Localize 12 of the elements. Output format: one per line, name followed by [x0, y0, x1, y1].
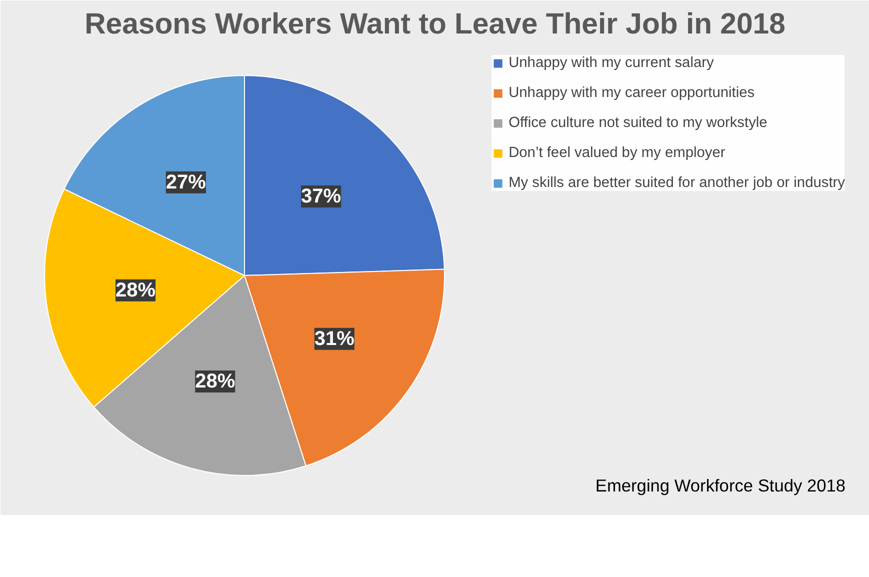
- data-label: 37%: [301, 186, 342, 208]
- data-label: 27%: [166, 171, 206, 194]
- chart-title: Reasons Workers Want to Leave Their Job in 2018: [84, 8, 786, 40]
- legend-label: Don’t feel valued by my employer: [508, 145, 726, 161]
- legend-label: Office culture not suited to my workstyle: [508, 115, 768, 131]
- data-label: 28%: [195, 370, 236, 392]
- legend-label: Unhappy with my current salary: [508, 55, 714, 71]
- legend-label: My skills are better suited for another job or industry: [508, 175, 845, 191]
- data-label: 31%: [314, 328, 355, 350]
- legend-label: Unhappy with my career opportunities: [508, 85, 755, 101]
- data-label: 28%: [115, 279, 156, 302]
- text: Emerging Workforce Study 2018: [595, 476, 846, 496]
